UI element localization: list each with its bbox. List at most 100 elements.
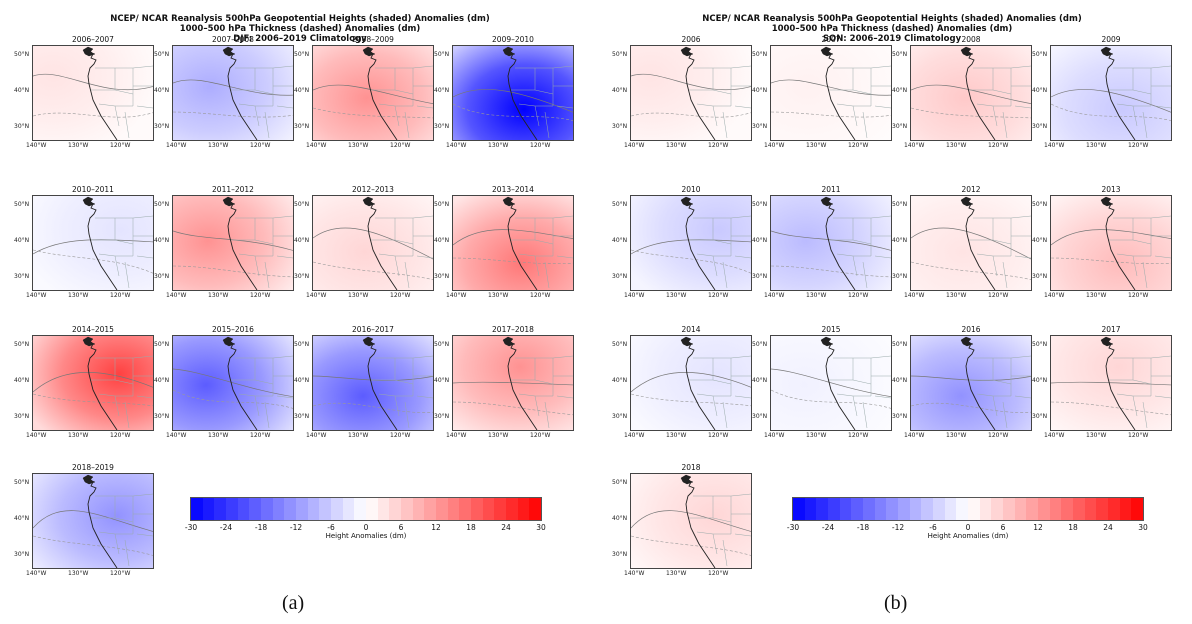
panel-b-map-12: [1050, 335, 1172, 431]
panel-b-map-10-xtick: 140°W: [764, 432, 785, 439]
panel-a-map-11-ytick: 40°N: [294, 377, 310, 384]
panel-a-map-9-xtick: 140°W: [26, 432, 47, 439]
panel-a-map-11-xtick: 140°W: [306, 432, 327, 439]
panel-a-colorbar-tick: 18: [466, 523, 476, 532]
panel-b-map-1-ytick: 30°N: [612, 123, 628, 130]
panel-b-map-11-ytick: 50°N: [892, 341, 908, 348]
panel-a-colorbar-tick: -18: [254, 523, 268, 532]
panel-a-map-6: [172, 195, 294, 291]
panel-a-colorbar-segment: [506, 498, 519, 520]
panel-a-colorbar-segment: [226, 498, 239, 520]
panel-a-map-3-xtick: 140°W: [306, 142, 327, 149]
panel-b-map-9-ytick: 50°N: [612, 341, 628, 348]
panel-a-map-2-xtick: 140°W: [166, 142, 187, 149]
panel-b-map-label-11: 2016: [961, 325, 981, 334]
panel-a-map-4-xtick: 120°W: [530, 142, 551, 149]
panel-a-map-2-xtick: 120°W: [250, 142, 271, 149]
panel-b-colorbar-segment: [828, 498, 841, 520]
panel-a-map-2-ytick: 40°N: [154, 87, 170, 94]
panel-b-map-8-xtick: 120°W: [1128, 292, 1149, 299]
panel-b-map-label-12: 2017: [1101, 325, 1121, 334]
panel-b-map-2-ytick: 50°N: [752, 51, 768, 58]
panel-a-map-label-11: 2016–2017: [352, 325, 394, 334]
panel-b-map-7-ytick: 40°N: [892, 237, 908, 244]
panel-a-map-3-ytick: 30°N: [294, 123, 310, 130]
panel-b-map-9-xtick: 140°W: [624, 432, 645, 439]
panel-b-map-4-xtick: 130°W: [1086, 142, 1107, 149]
panel-b-colorbar-tick: 6: [1000, 523, 1006, 532]
panel-b-map-4-ytick: 40°N: [1032, 87, 1048, 94]
panel-a-map-label-13: 2018–2019: [72, 463, 114, 472]
panel-b-map-7-ytick: 50°N: [892, 201, 908, 208]
panel-a-map-6-xtick: 120°W: [250, 292, 271, 299]
panel-a-map-label-8: 2013–2014: [492, 185, 534, 194]
panel-a-colorbar-segment: [366, 498, 379, 520]
panel-a-title-line1: NCEP/ NCAR Reanalysis 500hPa Geopotentia…: [110, 14, 490, 24]
panel-a-colorbar-segment: [237, 498, 250, 520]
panel-b-map-label-10: 2015: [821, 325, 841, 334]
panel-a-colorbar-segment: [284, 498, 297, 520]
panel-a-map-1-ytick: 30°N: [14, 123, 30, 130]
panel-a-colorbar-tick: -24: [219, 523, 233, 532]
panel-b-colorbar: [792, 497, 1144, 521]
panel-b-map-label-9: 2014: [681, 325, 701, 334]
panel-a-map-12-ytick: 50°N: [434, 341, 450, 348]
figure-letter-b: (b): [884, 592, 908, 614]
panel-b-map-7-xtick: 130°W: [946, 292, 967, 299]
panel-a-map-label-5: 2010–2011: [72, 185, 114, 194]
panel-a-colorbar-segment: [261, 498, 274, 520]
panel-a-colorbar-segment: [307, 498, 320, 520]
panel-b-map-12-xtick: 120°W: [1128, 432, 1149, 439]
panel-a-map-8-ytick: 50°N: [434, 201, 450, 208]
panel-b-map-6-ytick: 30°N: [752, 273, 768, 280]
panel-a-map-9-ytick: 50°N: [14, 341, 30, 348]
panel-b-map-6-ytick: 50°N: [752, 201, 768, 208]
panel-a-map-label-6: 2011–2012: [212, 185, 254, 194]
panel-a-map-8-xtick: 130°W: [488, 292, 509, 299]
panel-b-map-2: [770, 45, 892, 141]
panel-a-colorbar-label: Height Anomalies (dm): [325, 532, 407, 540]
panel-b-map-1: [630, 45, 752, 141]
panel-b-map-6-xtick: 140°W: [764, 292, 785, 299]
panel-a-colorbar-segment: [214, 498, 227, 520]
panel-b-colorbar-tick: 30: [1138, 523, 1148, 532]
panel-a-map-5-xtick: 130°W: [68, 292, 89, 299]
panel-b-colorbar-segment: [1073, 498, 1086, 520]
panel-b-colorbar-segment: [886, 498, 899, 520]
panel-b-colorbar-segment: [1108, 498, 1121, 520]
panel-b-colorbar-tick: 24: [1103, 523, 1113, 532]
panel-b-colorbar-segment: [1084, 498, 1097, 520]
panel-b-colorbar-segment: [979, 498, 992, 520]
panel-b-map-3-xtick: 140°W: [904, 142, 925, 149]
panel-a-map-5-ytick: 40°N: [14, 237, 30, 244]
panel-a-map-label-12: 2017–2018: [492, 325, 534, 334]
panel-a-map-12-ytick: 30°N: [434, 413, 450, 420]
panel-a-map-3-ytick: 50°N: [294, 51, 310, 58]
panel-b-map-6-ytick: 40°N: [752, 237, 768, 244]
panel-b-map-9-xtick: 130°W: [666, 432, 687, 439]
panel-a-map-9-xtick: 120°W: [110, 432, 131, 439]
panel-a-colorbar-tick: -30: [184, 523, 198, 532]
panel-a-map-5: [32, 195, 154, 291]
panel-b-map-label-7: 2012: [961, 185, 981, 194]
panel-b-colorbar-segment: [968, 498, 981, 520]
panel-b-colorbar-segment: [1049, 498, 1062, 520]
panel-b-map-5-xtick: 120°W: [708, 292, 729, 299]
panel-b-map-6: [770, 195, 892, 291]
panel-b-colorbar-segment: [1014, 498, 1027, 520]
panel-b-map-12-xtick: 140°W: [1044, 432, 1065, 439]
panel-a-map-8-xtick: 140°W: [446, 292, 467, 299]
panel-a-colorbar-segment: [342, 498, 355, 520]
panel-a-map-11: [312, 335, 434, 431]
panel-b-map-13: [630, 473, 752, 569]
panel-a-map-13-ytick: 50°N: [14, 479, 30, 486]
panel-b-colorbar-label: Height Anomalies (dm): [927, 532, 1009, 540]
panel-b-colorbar-segment: [933, 498, 946, 520]
panel-a-map-11-ytick: 50°N: [294, 341, 310, 348]
panel-a-map-7-xtick: 130°W: [348, 292, 369, 299]
panel-a-colorbar-segment: [296, 498, 309, 520]
panel-a-map-10-ytick: 50°N: [154, 341, 170, 348]
panel-a-map-2-ytick: 50°N: [154, 51, 170, 58]
panel-a-map-5-ytick: 50°N: [14, 201, 30, 208]
panel-a-map-9-xtick: 130°W: [68, 432, 89, 439]
